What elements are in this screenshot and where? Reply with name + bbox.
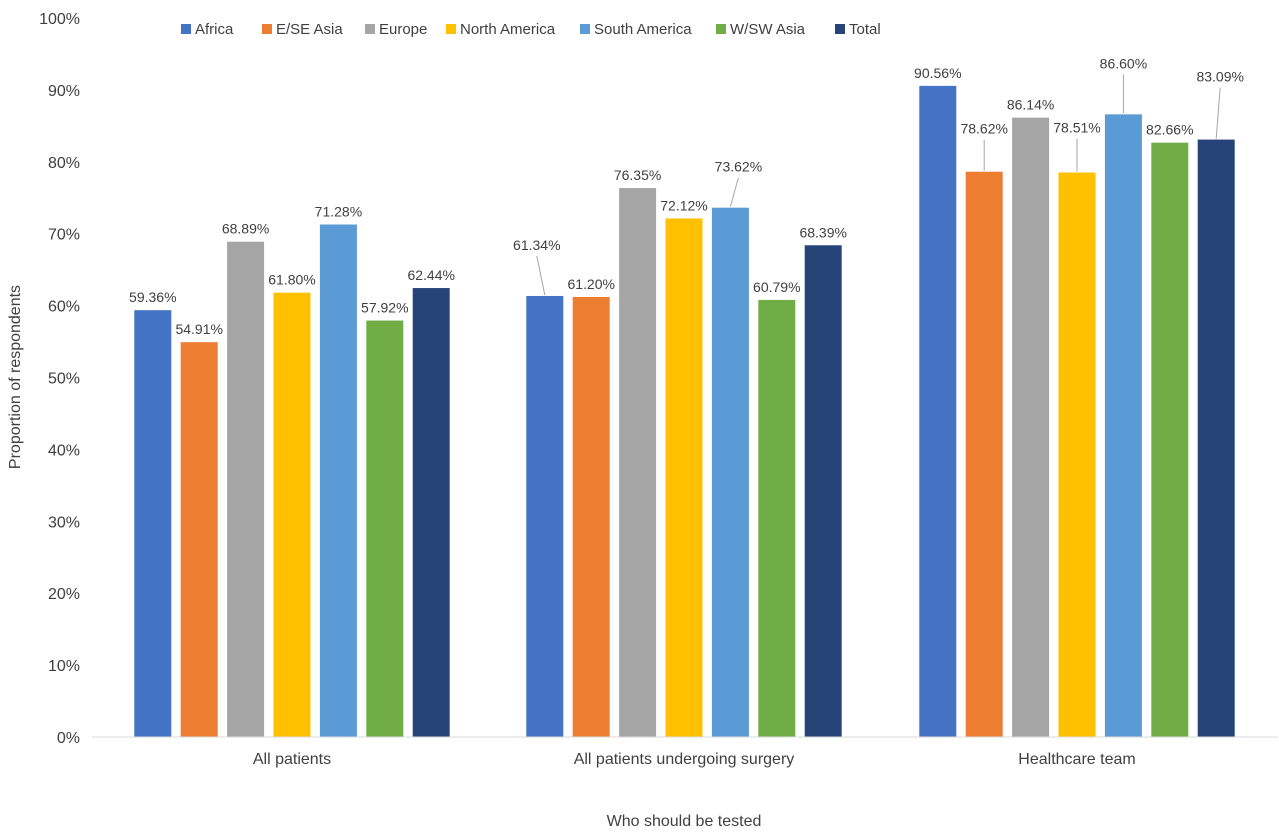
legend-label: W/SW Asia [730, 21, 806, 38]
y-tick-label: 90% [48, 83, 80, 100]
data-label: 73.62% [715, 159, 762, 175]
data-label: 86.60% [1100, 55, 1147, 71]
legend-label: North America [460, 21, 556, 38]
y-tick-label: 60% [48, 299, 80, 316]
data-label: 83.09% [1196, 69, 1243, 85]
y-tick-label: 50% [48, 371, 80, 388]
y-tick-label: 0% [57, 730, 80, 747]
bar [1104, 114, 1142, 737]
data-label: 61.34% [513, 237, 560, 253]
y-tick-label: 40% [48, 442, 80, 459]
data-label: 72.12% [660, 197, 707, 213]
data-label: 62.44% [407, 267, 454, 283]
y-tick-label: 80% [48, 155, 80, 172]
y-axis: 0% 10% 20% 30% 40% 50% 60% 70% 80% 90% 100% [39, 11, 80, 747]
data-label: 54.91% [175, 321, 222, 337]
x-axis: All patients All patients undergoing surg… [253, 751, 1136, 768]
bar [526, 295, 564, 737]
data-label: 68.89% [222, 221, 269, 237]
legend-swatch [262, 24, 272, 34]
legend-swatch [365, 24, 375, 34]
legend-label: E/SE Asia [276, 21, 343, 38]
legend: Africa E/SE Asia Europe North America South … [181, 21, 881, 38]
data-label: 78.51% [1053, 120, 1100, 136]
data-label: 76.35% [614, 167, 661, 183]
bar [1151, 142, 1189, 737]
bar [180, 342, 218, 737]
y-tick-label: 70% [48, 227, 80, 244]
bar [758, 299, 796, 737]
data-label: 57.92% [361, 300, 408, 316]
legend-swatch [181, 24, 191, 34]
bar [366, 320, 404, 737]
data-label: 60.79% [753, 279, 800, 295]
bar [572, 296, 610, 737]
data-label: 59.36% [129, 289, 176, 305]
bar [1197, 139, 1235, 738]
legend-swatch [580, 24, 590, 34]
data-label: 61.20% [567, 276, 614, 292]
data-label: 61.80% [268, 272, 315, 288]
data-label: 86.14% [1007, 97, 1054, 113]
bar [711, 207, 749, 738]
legend-swatch [835, 24, 845, 34]
x-tick-label: All patients [253, 751, 331, 768]
bar [919, 85, 957, 737]
bar [412, 288, 450, 737]
y-tick-label: 10% [48, 658, 80, 675]
bar [319, 224, 357, 737]
data-label: 90.56% [914, 65, 961, 81]
legend-label: South America [594, 21, 692, 38]
legend-label: Total [849, 21, 881, 38]
leader-line [729, 177, 739, 207]
data-label: 82.66% [1146, 122, 1193, 138]
bar [619, 188, 657, 737]
legend-swatch [716, 24, 726, 34]
x-axis-title: Who should be tested [607, 813, 762, 830]
y-tick-label: 100% [39, 11, 80, 28]
bar [273, 292, 311, 737]
y-tick-label: 30% [48, 514, 80, 531]
leader-line [536, 255, 546, 296]
x-tick-label: All patients undergoing surgery [574, 751, 795, 768]
bar [804, 245, 842, 738]
bar [134, 310, 172, 737]
data-labels: 59.36% 54.91% 68.89% 61.80% 71.28% 57.92% 62.4… [129, 55, 1244, 337]
data-label: 78.62% [960, 121, 1007, 137]
data-label: 68.39% [799, 224, 846, 240]
x-tick-label: Healthcare team [1018, 751, 1135, 768]
bar [227, 241, 265, 737]
bar [965, 171, 1003, 738]
bar [665, 218, 703, 737]
bars [134, 85, 1235, 738]
leader-lines [536, 74, 1221, 296]
legend-label: Africa [195, 21, 234, 38]
leader-line [1215, 87, 1221, 139]
data-label: 71.28% [315, 203, 362, 219]
legend-swatch [446, 24, 456, 34]
bar [1058, 172, 1096, 737]
y-axis-title: Proportion of respondents [7, 285, 24, 469]
bar [1012, 117, 1050, 738]
y-tick-label: 20% [48, 586, 80, 603]
legend-label: Europe [379, 21, 427, 38]
